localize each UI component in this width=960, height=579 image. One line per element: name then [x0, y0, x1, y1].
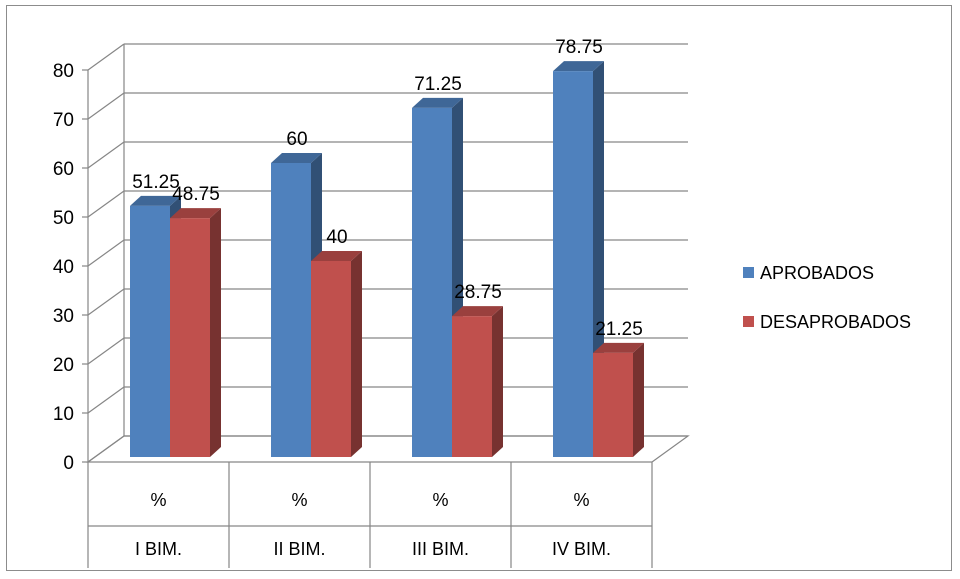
- data-label: 60: [286, 129, 307, 150]
- data-label: 51.25: [132, 172, 180, 193]
- category-label: I BIM.: [135, 539, 182, 559]
- bar-aprobados: [553, 71, 593, 457]
- y-tick-label: 0: [63, 453, 74, 474]
- bar-side: [492, 306, 503, 457]
- bar-aprobados: [130, 205, 170, 457]
- legend-label: APROBADOS: [760, 263, 874, 283]
- category-label: II BIM.: [273, 539, 325, 559]
- data-label: 40: [326, 227, 347, 248]
- side-gridline: [87, 43, 125, 71]
- side-gridline: [87, 288, 125, 316]
- side-gridline: [87, 239, 125, 267]
- legend-swatch: [743, 267, 754, 278]
- bar-side: [351, 251, 362, 457]
- bar-top: [170, 208, 221, 219]
- side-gridline: [87, 141, 125, 169]
- side-gridline: [87, 92, 125, 120]
- bar-top: [452, 306, 503, 317]
- y-tick-label: 80: [53, 61, 74, 82]
- data-label: 71.25: [414, 74, 462, 95]
- category-sub-label: %: [432, 490, 448, 510]
- data-label: 78.75: [555, 37, 603, 58]
- data-label: 21.25: [595, 319, 643, 340]
- bar-top: [130, 195, 181, 206]
- y-tick-label: 40: [53, 257, 74, 278]
- data-label: 48.75: [172, 184, 220, 205]
- bar-top: [311, 251, 362, 261]
- bar-side: [633, 342, 644, 457]
- category-label: IV BIM.: [552, 539, 611, 559]
- chart-floor: [86, 435, 690, 463]
- bar-top: [593, 342, 644, 353]
- bar-side: [210, 208, 221, 457]
- y-tick-label: 50: [53, 208, 74, 229]
- category-sub-label: %: [150, 490, 166, 510]
- bar-desaprobados: [452, 316, 492, 457]
- bar-aprobados: [271, 163, 311, 457]
- legend-swatch: [743, 316, 754, 327]
- y-tick-label: 70: [53, 110, 74, 131]
- side-gridline: [87, 190, 125, 218]
- side-gridline: [87, 386, 125, 414]
- y-tick-label: 10: [53, 404, 74, 425]
- bar-desaprobados: [593, 352, 633, 457]
- bar-aprobados: [412, 107, 452, 457]
- legend-label: DESAPROBADOS: [760, 312, 911, 332]
- y-tick-label: 30: [53, 306, 74, 327]
- category-label: III BIM.: [412, 539, 469, 559]
- category-sub-label: %: [291, 490, 307, 510]
- side-gridline: [87, 337, 125, 365]
- bar-top: [553, 61, 604, 72]
- y-tick-label: 60: [53, 159, 74, 180]
- y-tick-label: 20: [53, 355, 74, 376]
- category-sub-label: %: [573, 490, 589, 510]
- bar-top: [271, 153, 322, 163]
- data-label: 28.75: [454, 282, 502, 303]
- bar-desaprobados: [311, 261, 351, 457]
- bar-desaprobados: [170, 218, 210, 457]
- bar-top: [412, 97, 463, 108]
